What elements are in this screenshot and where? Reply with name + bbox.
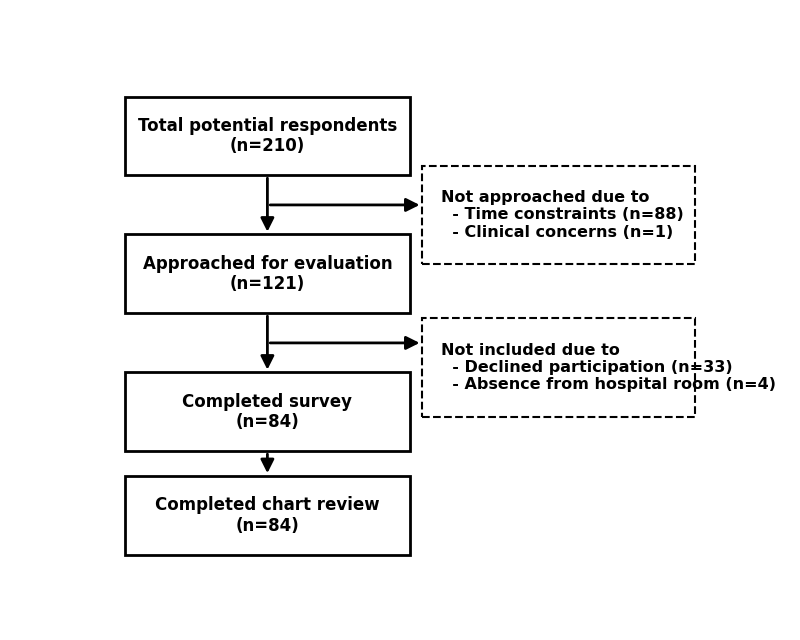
Bar <box>125 372 410 451</box>
Text: Approached for evaluation
(n=121): Approached for evaluation (n=121) <box>142 255 392 293</box>
Bar <box>125 97 410 175</box>
Bar <box>422 318 695 417</box>
Bar <box>125 476 410 555</box>
Text: Completed chart review
(n=84): Completed chart review (n=84) <box>155 496 380 535</box>
Text: Total potential respondents
(n=210): Total potential respondents (n=210) <box>138 116 397 156</box>
Bar <box>125 234 410 314</box>
Text: Completed survey
(n=84): Completed survey (n=84) <box>182 392 352 431</box>
Bar <box>422 166 695 264</box>
Text: Not approached due to
  - Time constraints (n=88)
  - Clinical concerns (n=1): Not approached due to - Time constraints… <box>441 190 684 240</box>
Text: Not included due to
  - Declined participation (n=33)
  - Absence from hospital : Not included due to - Declined participa… <box>441 342 776 392</box>
